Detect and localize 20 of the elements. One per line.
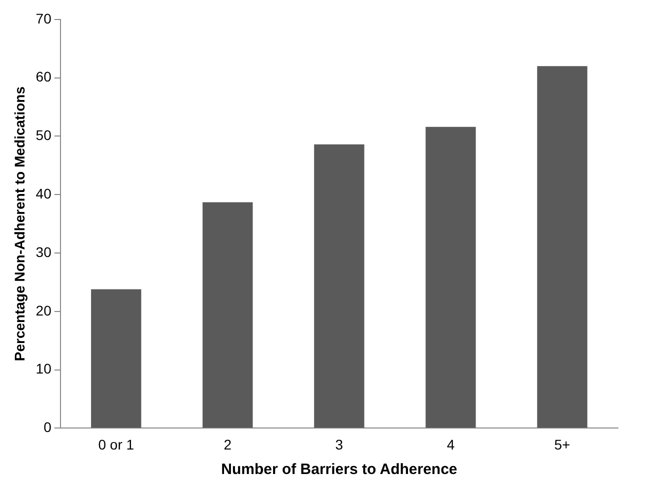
- x-tick-label: 5+: [554, 436, 570, 452]
- y-tick-label: 10: [36, 360, 52, 377]
- y-tick-label: 0: [44, 419, 52, 436]
- bar: [537, 66, 588, 428]
- y-tick-label: 50: [36, 127, 52, 144]
- y-tick-label: 30: [36, 244, 52, 260]
- y-tick-label: 20: [36, 302, 52, 318]
- y-axis-title: Percentage Non-Adherent to Medications: [11, 86, 28, 362]
- y-tick-label: 40: [36, 185, 52, 202]
- bar: [91, 289, 142, 428]
- x-tick-label: 2: [224, 436, 232, 452]
- bar: [314, 144, 364, 428]
- x-tick-label: 4: [446, 436, 455, 452]
- y-tick-label: 60: [36, 68, 52, 85]
- x-axis-title: Number of Barriers to Adherence: [221, 461, 458, 478]
- bar: [202, 202, 253, 428]
- y-tick-label: 70: [36, 10, 52, 26]
- x-tick-label: 3: [335, 436, 344, 452]
- bar: [426, 126, 476, 428]
- x-tick-label: 0 or 1: [98, 436, 134, 452]
